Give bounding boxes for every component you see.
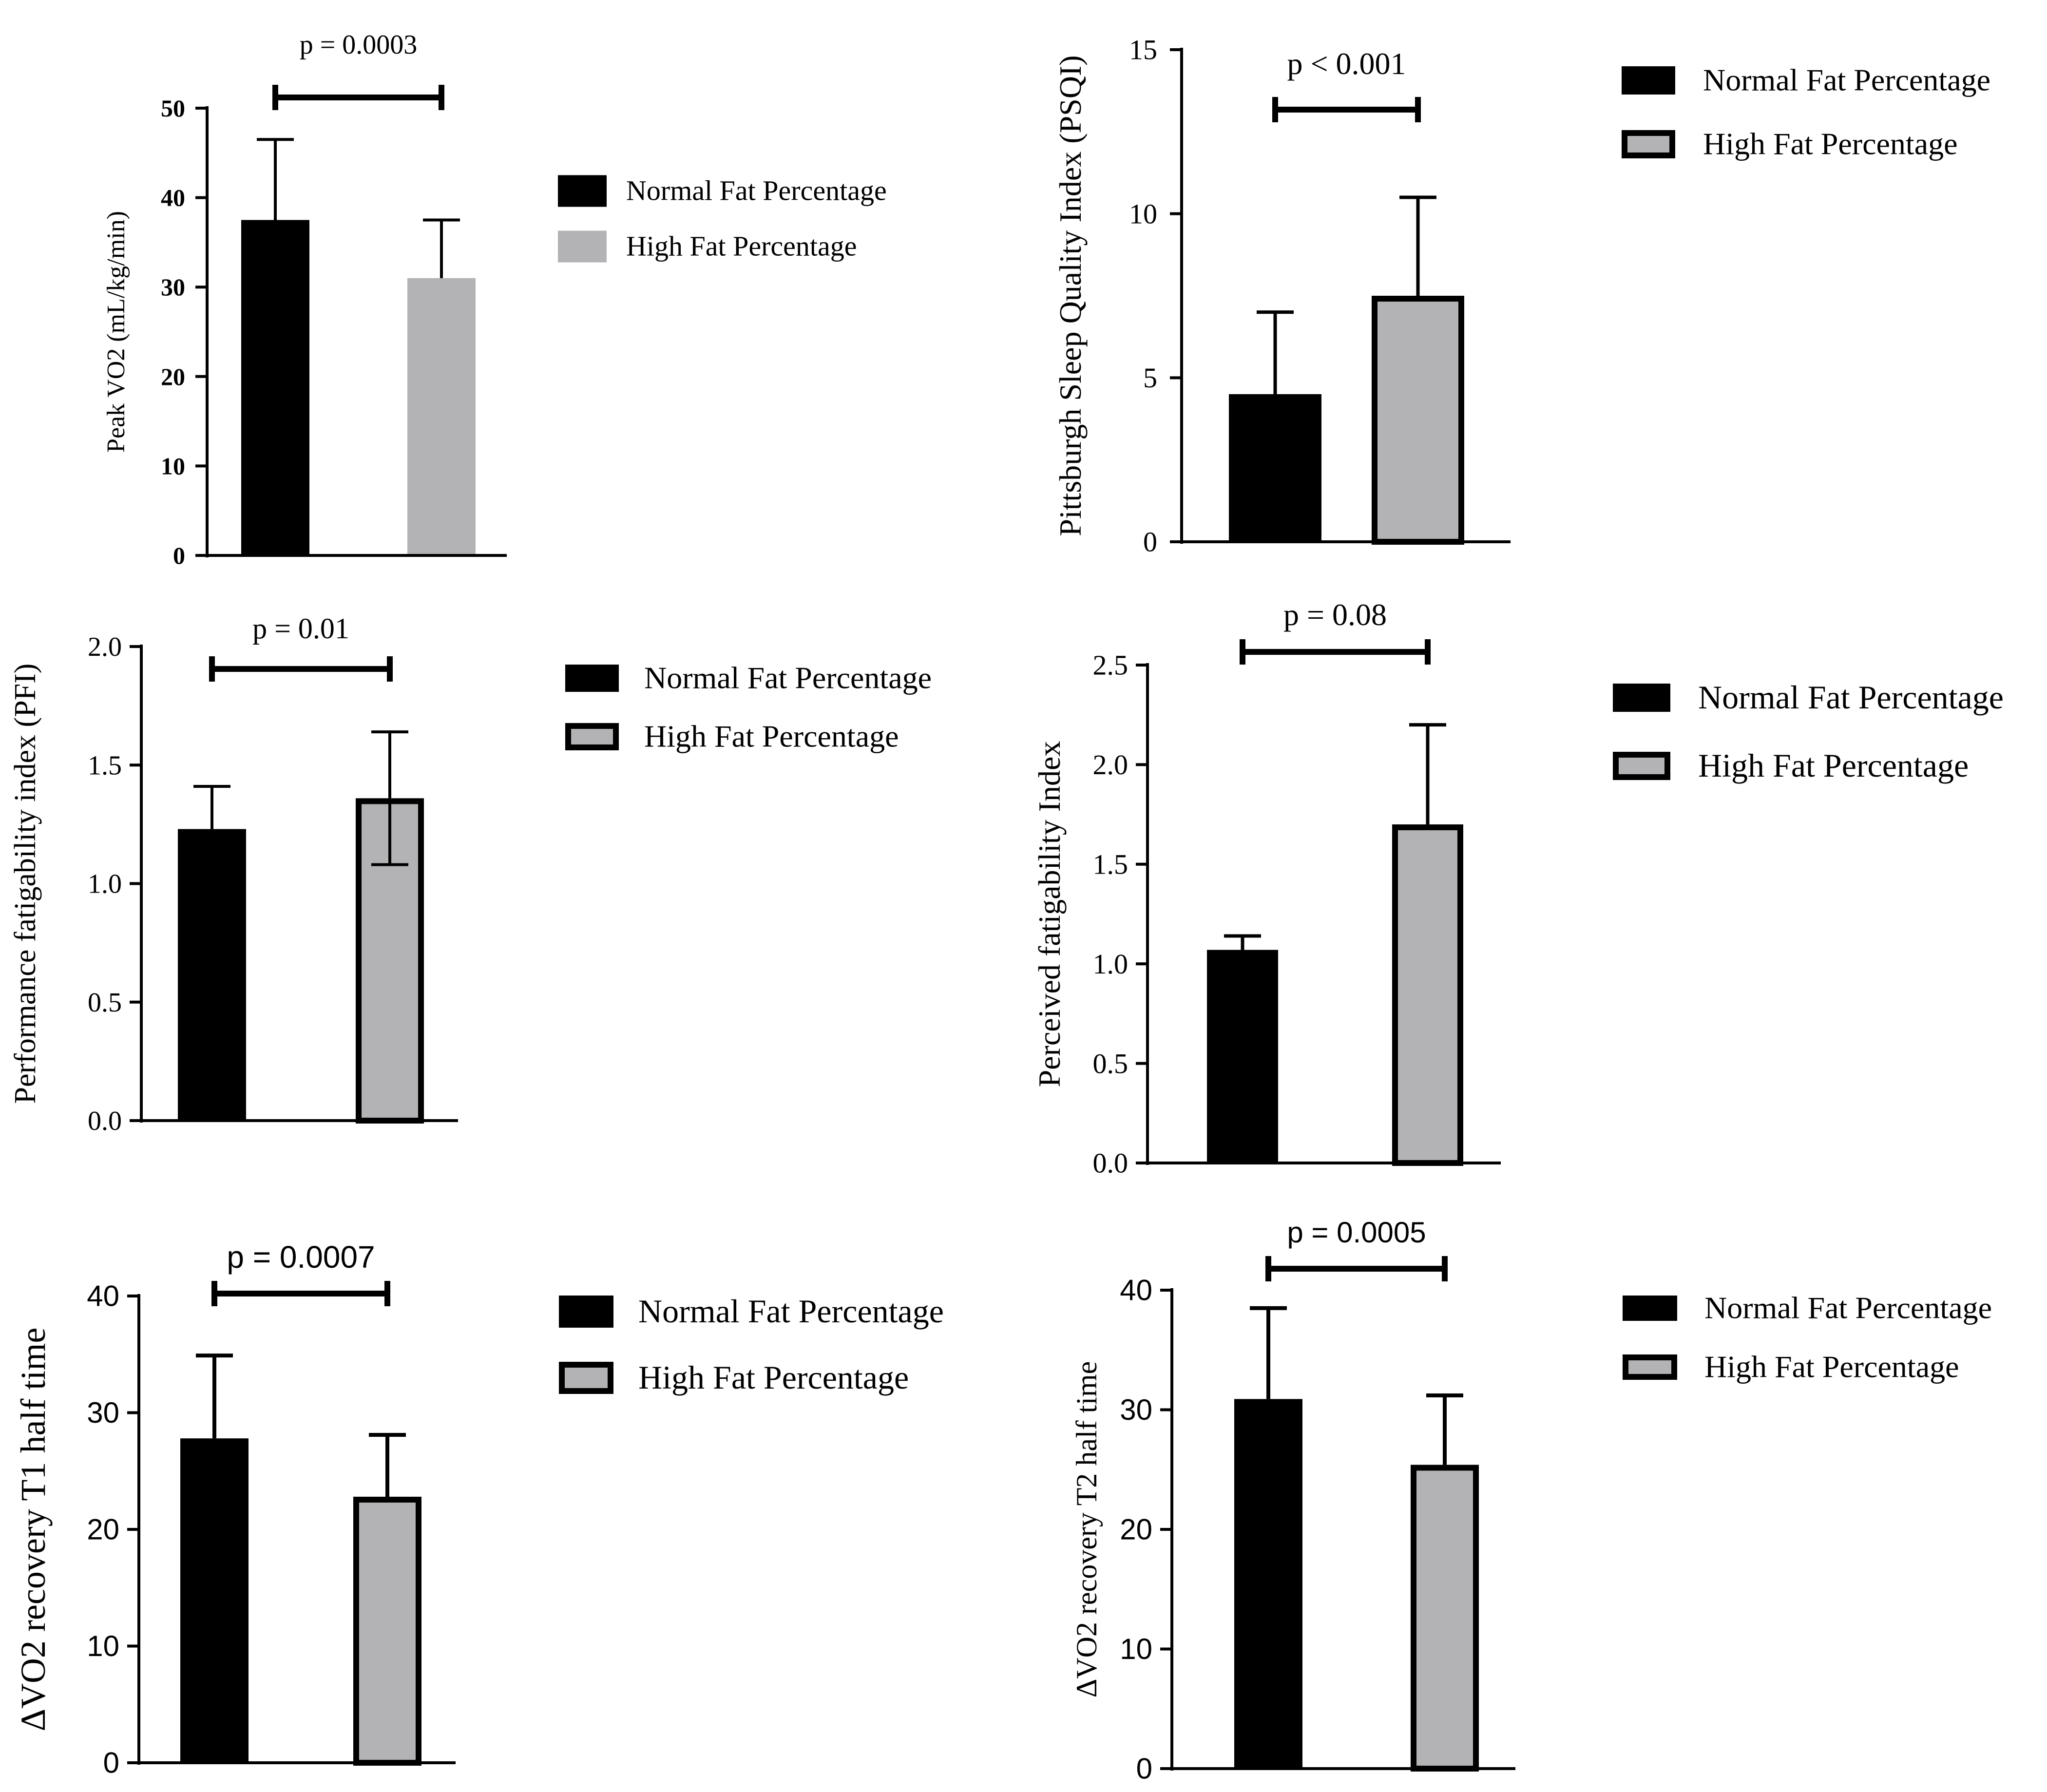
bar-normal	[178, 829, 246, 1121]
y-tick-label: 20	[1120, 1513, 1152, 1545]
y-tick-label: 2.5	[1093, 649, 1129, 681]
y-tick-label: 1.5	[88, 750, 122, 781]
y-tick-label: 0.5	[1093, 1048, 1129, 1079]
legend-label-high: High Fat Percentage	[1703, 126, 1958, 161]
y-tick-label: 40	[87, 1279, 119, 1312]
bar-high	[1392, 824, 1463, 1166]
legend-swatch-high	[565, 723, 619, 750]
y-tick-label: 30	[1120, 1393, 1152, 1426]
y-tick-label: 10	[87, 1630, 119, 1662]
legend-label-normal: Normal Fat Percentage	[1703, 62, 1990, 97]
chart-t2-half-time: 0 10 20 30 40 ΔVO2 recovery T2 half time p = 0…	[1071, 1216, 1992, 1785]
y-axis-label: ΔVO2 recovery T2 half time	[1071, 1361, 1103, 1698]
legend-label-high: High Fat Percentage	[638, 1359, 909, 1396]
p-value-label: p = 0.08	[1283, 597, 1387, 632]
legend-swatch-normal	[565, 665, 619, 692]
p-value-label: p = 0.0003	[300, 30, 418, 60]
legend-label-high: High Fat Percentage	[626, 230, 857, 262]
y-tick-label: 0	[173, 542, 185, 569]
legend-swatch-high	[1623, 1354, 1677, 1380]
y-tick-label: 50	[161, 95, 185, 122]
chart-pfi: 0.0 0.5 1.0 1.5 2.0 Performance fatigability …	[9, 612, 932, 1136]
bar-high	[1372, 296, 1464, 545]
y-tick-label: 30	[87, 1396, 119, 1429]
legend-label-normal: Normal Fat Percentage	[626, 175, 887, 207]
bar-normal	[241, 220, 309, 555]
bar-normal	[180, 1438, 249, 1763]
p-value-label: p = 0.0007	[227, 1239, 375, 1275]
y-axis-label: Peak VO2 (mL/kg/min)	[102, 211, 130, 453]
legend-label-normal: Normal Fat Percentage	[1704, 1290, 1992, 1325]
y-tick-label: 1.0	[88, 869, 122, 899]
legend-swatch-high	[558, 230, 607, 263]
legend-label-normal: Normal Fat Percentage	[1698, 679, 2004, 716]
bar-high	[407, 278, 476, 555]
legend-label-high: High Fat Percentage	[1704, 1349, 1959, 1384]
p-value-label: p = 0.01	[252, 612, 349, 645]
legend-label-normal: Normal Fat Percentage	[644, 660, 932, 695]
y-tick-label: 20	[87, 1513, 119, 1545]
y-axis-label: Performance fatigability index (PFI)	[9, 664, 42, 1104]
bar-high	[1411, 1465, 1479, 1772]
legend-swatch-normal	[1623, 1296, 1677, 1321]
y-tick-label: 2.0	[1093, 749, 1129, 781]
y-tick-label: 0	[1143, 526, 1157, 558]
p-value-label: p = 0.0005	[1287, 1216, 1426, 1249]
y-tick-label: 0.0	[1093, 1147, 1129, 1179]
chart-t1-half-time: 0 10 20 30 40 ΔVO2 recovery T1 half time p = 0…	[14, 1239, 944, 1779]
bar-normal	[1229, 394, 1321, 542]
legend-label-normal: Normal Fat Percentage	[638, 1293, 944, 1330]
bar-normal	[1207, 950, 1278, 1163]
y-tick-label: 0	[1136, 1752, 1152, 1785]
bar-normal	[1234, 1399, 1302, 1769]
y-tick-label: 20	[161, 363, 185, 390]
y-tick-label: 0	[103, 1746, 119, 1779]
y-axis-label: Perceived fatigability Index	[1032, 741, 1067, 1087]
y-tick-label: 40	[161, 184, 185, 211]
y-tick-label: 30	[161, 273, 185, 301]
y-tick-label: 15	[1129, 34, 1157, 66]
y-tick-label: 1.5	[1093, 849, 1129, 880]
y-tick-label: 5	[1143, 362, 1157, 394]
legend-swatch-normal	[558, 175, 607, 207]
y-tick-label: 10	[1120, 1633, 1152, 1665]
p-value-label: p < 0.001	[1287, 46, 1406, 81]
y-tick-label: 2.0	[88, 632, 122, 662]
y-tick-label: 10	[161, 452, 185, 479]
y-tick-label: 40	[1120, 1274, 1152, 1306]
bar-high	[353, 1496, 421, 1766]
legend-swatch-high	[1622, 130, 1675, 158]
y-tick-label: 10	[1129, 198, 1157, 229]
legend-swatch-normal	[559, 1296, 613, 1328]
legend-swatch-high	[1613, 752, 1670, 780]
chart-perceived-fatigability: 0.0 0.5 1.0 1.5 2.0 2.5 Perceived fatigability…	[1032, 597, 2004, 1179]
legend-label-high: High Fat Percentage	[1698, 747, 1969, 784]
legend-swatch-normal	[1613, 684, 1670, 712]
y-tick-label: 0.0	[88, 1106, 122, 1136]
chart-psqi: 0 5 10 15 Pittsburgh Sleep Quality Index (PS…	[1053, 34, 1990, 558]
y-tick-label: 1.0	[1093, 948, 1129, 980]
y-axis-label: ΔVO2 recovery T1 half time	[14, 1328, 53, 1732]
legend-swatch-normal	[1622, 66, 1675, 95]
y-axis-label: Pittsburgh Sleep Quality Index (PSQI)	[1053, 55, 1088, 536]
y-tick-label: 0.5	[88, 988, 122, 1018]
chart-peak-vo2: 0 10 20 30 40 50 Peak VO2 (mL/kg/min) p = 0.000…	[102, 30, 887, 569]
legend-label-high: High Fat Percentage	[644, 719, 899, 753]
legend-swatch-high	[559, 1362, 613, 1394]
